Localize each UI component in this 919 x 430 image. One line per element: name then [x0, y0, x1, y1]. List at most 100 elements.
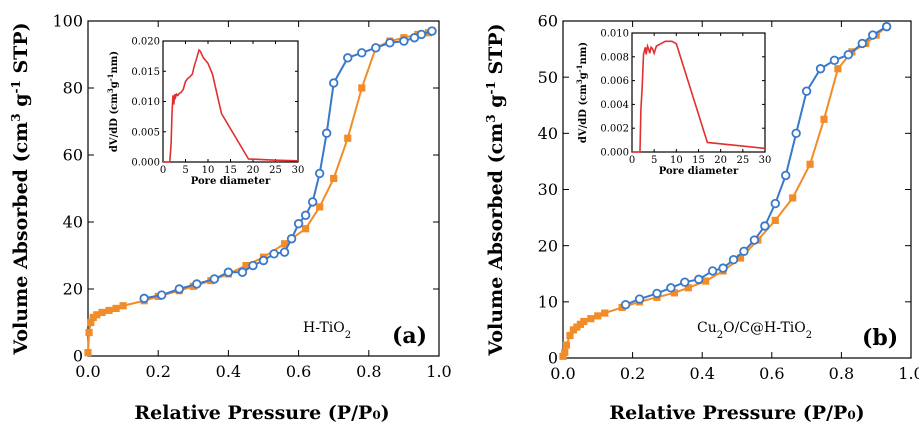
data-point-circle	[801, 86, 812, 96]
main-axis-ytick-label: 20	[63, 280, 83, 299]
data-point-circle	[749, 235, 760, 245]
inset-axis-ytick-label: 0.020	[131, 37, 160, 48]
main-axis-xtick-label: 0.6	[286, 362, 311, 381]
inset-axis-ytick-label: 0.000	[131, 158, 160, 169]
data-point-square	[93, 311, 101, 319]
data-point-circle	[634, 294, 645, 304]
data-point-circle	[781, 170, 791, 181]
main-axis-xtick-label: 1.0	[898, 364, 919, 383]
main-axis-xtick-label: 0.0	[550, 364, 575, 383]
main-axis-ytick-label: 40	[63, 213, 83, 232]
inset-pore-distribution-line	[163, 48, 299, 163]
data-point-square	[302, 225, 310, 233]
inset-axis-ytick-label: 0.006	[600, 76, 629, 87]
data-point-circle	[237, 267, 248, 277]
data-point-circle	[307, 197, 318, 207]
inset-axis-ytick-label: 0.004	[600, 100, 629, 111]
data-point-circle	[791, 128, 801, 139]
inset-axis-xtick-label: 10	[202, 165, 215, 176]
data-point-circle	[286, 234, 297, 244]
inset-pore-distribution-line	[632, 40, 766, 153]
inset-axis-xtick-label: 20	[247, 165, 260, 176]
inset-axis-xtick-label: 30	[292, 165, 305, 176]
panel-label: (b)	[862, 325, 898, 351]
data-point-circle	[694, 274, 704, 285]
data-point-circle	[279, 247, 290, 257]
data-point-square	[806, 160, 814, 168]
main-axis-ytick-label: 50	[538, 68, 558, 87]
data-point-square	[587, 315, 595, 323]
data-point-circle	[139, 293, 149, 304]
main-axis-ytick-label: 100	[52, 12, 83, 31]
main-axis-xtick-label: 0.4	[689, 364, 714, 383]
data-point-square	[702, 277, 710, 285]
data-point-circle	[829, 55, 840, 66]
data-point-circle	[760, 221, 770, 231]
data-point-circle	[314, 168, 325, 179]
inset-y-label: dV/dD (cm3g-1nm)	[575, 42, 590, 143]
data-point-square	[789, 194, 797, 202]
main-axis-ytick-label: 0	[73, 347, 83, 366]
data-point-square	[736, 254, 745, 262]
data-point-square	[562, 341, 571, 349]
data-point-circle	[620, 299, 631, 310]
inset-axis-ytick-label: 0.010	[600, 29, 629, 40]
inset-axis-xtick-label: 15	[692, 155, 705, 166]
inset-axis-xtick-label: 5	[651, 155, 657, 166]
main-axis-xtick-label: 0.4	[216, 362, 241, 381]
main-axis-xtick-label: 0.8	[356, 362, 381, 381]
data-point-circle	[868, 30, 878, 40]
inset-x-label: Pore diameter	[659, 166, 739, 177]
data-point-square	[580, 317, 588, 326]
data-point-square	[112, 304, 120, 313]
panel-label: (a)	[392, 323, 427, 349]
data-point-circle	[770, 198, 780, 209]
inset-axis-xtick-label: 10	[670, 155, 683, 166]
desorption-series	[620, 21, 892, 310]
data-point-circle	[399, 36, 409, 46]
main-axis-ytick-label: 60	[538, 12, 558, 31]
data-point-circle	[680, 277, 690, 287]
main-axis-xtick-label: 0.8	[829, 364, 854, 383]
inset-chart: 0 5 10 15 20 25 30 0.000 0.005 0.010 0.015 0.020 Por…	[106, 37, 305, 188]
main-axis-ytick-label: 10	[538, 292, 558, 311]
inset-x-label: Pore diameter	[191, 176, 271, 187]
inset-axis-xtick-label: 25	[269, 165, 282, 176]
data-point-circle	[427, 26, 437, 36]
inset-axis-xtick-label: 20	[714, 155, 727, 166]
inset-background	[163, 41, 298, 162]
main-axis-xtick-label: 0.6	[759, 364, 784, 383]
data-point-circle	[357, 48, 367, 58]
data-point-circle	[223, 267, 234, 277]
data-point-circle	[258, 255, 269, 266]
inset-axis-xtick-label: 0	[160, 165, 166, 176]
series-line	[625, 25, 888, 306]
data-point-square	[85, 328, 93, 337]
inset-background	[632, 33, 765, 152]
data-point-square	[119, 302, 127, 310]
main-axis-xtick-label: 1.0	[426, 362, 451, 381]
data-point-circle	[248, 260, 258, 271]
data-point-square	[280, 240, 289, 248]
data-point-square	[684, 284, 692, 292]
inset-chart: 0 5 10 15 20 25 30 0.000 0.002 0.004 0.006 0.008 0.0…	[575, 29, 772, 178]
inset-axis-ytick-label: 0.005	[131, 127, 160, 138]
data-point-square	[670, 289, 678, 297]
data-point-circle	[293, 218, 304, 229]
data-point-circle	[329, 78, 339, 88]
data-point-circle	[718, 263, 728, 273]
inset-axis-ytick-label: 0.000	[600, 148, 629, 159]
data-point-circle	[707, 266, 718, 276]
data-point-circle	[209, 274, 220, 284]
data-point-square	[98, 308, 106, 317]
main-axis-ytick-label: 30	[538, 180, 558, 199]
inset-axis-xtick-label: 15	[224, 165, 237, 176]
data-point-square	[834, 65, 842, 73]
y-axis-label: Volume Absorbed (cm3 g-1 STP)	[484, 23, 507, 356]
data-point-square	[771, 216, 779, 224]
data-point-square	[820, 115, 828, 123]
data-point-square	[594, 312, 602, 320]
